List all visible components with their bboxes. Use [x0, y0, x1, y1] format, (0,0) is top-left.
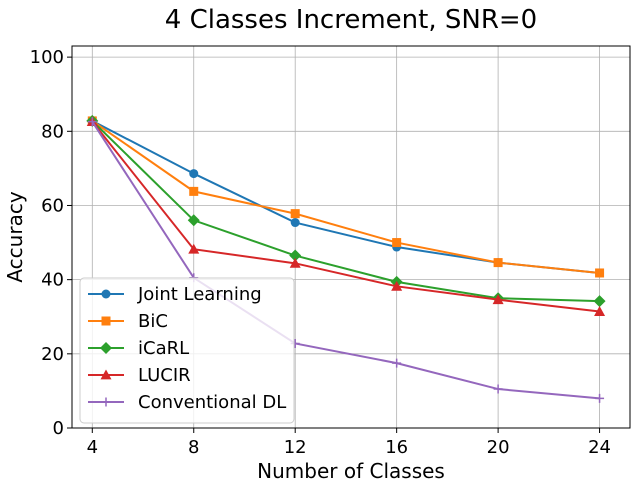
series-line [91, 120, 600, 274]
series-line [91, 121, 600, 313]
x-tick-label: 16 [385, 437, 408, 458]
data-point [289, 257, 301, 268]
plot-frame [71, 45, 631, 429]
series-line [91, 120, 600, 303]
legend-label: Joint Learning [137, 284, 262, 305]
series-bic [87, 116, 605, 278]
data-point [187, 214, 200, 227]
legend-item: BiC [88, 311, 168, 332]
y-tick-label: 0 [53, 418, 64, 439]
series-line [91, 121, 600, 400]
x-axis-label: Number of Classes [257, 459, 445, 483]
y-tick-label: 60 [41, 195, 64, 216]
legend-marker [100, 342, 112, 354]
data-point [290, 218, 300, 228]
data-point [188, 243, 200, 254]
legend-marker [101, 289, 111, 299]
data-point [493, 258, 503, 268]
data-point [87, 117, 97, 127]
series-joint-learning [87, 116, 605, 278]
data-point [594, 306, 606, 316]
chart-title: 4 Classes Increment, SNR=0 [165, 5, 537, 35]
data-point [493, 384, 503, 394]
series-line [91, 120, 600, 274]
x-tick-label: 24 [588, 437, 611, 458]
series-lucir [86, 116, 606, 316]
legend-label: Conventional DL [138, 392, 286, 413]
x-tick-label: 8 [188, 437, 199, 458]
y-tick-label: 100 [30, 47, 64, 68]
data-point [595, 268, 605, 278]
legend-label: BiC [138, 311, 168, 332]
x-tick-label: 4 [87, 437, 98, 458]
x-tick-label: 12 [284, 437, 307, 458]
x-tick-label: 20 [487, 437, 510, 458]
legend-marker [100, 369, 112, 380]
legend-item: iCaRL [88, 338, 189, 359]
data-point [290, 209, 300, 219]
ticks: 4 8 12 16 20 24 0 20 40 60 80 100 [30, 47, 611, 458]
data-point [595, 393, 605, 403]
y-tick-label: 20 [41, 344, 64, 365]
data-point [593, 295, 606, 308]
data-point [392, 238, 402, 248]
legend-item: Conventional DL [88, 392, 286, 413]
legend-label: iCaRL [138, 338, 189, 359]
y-axis-label: Accuracy [3, 191, 27, 282]
legend-label: LUCIR [138, 365, 191, 386]
series-layer [86, 114, 606, 403]
data-point [492, 294, 504, 305]
data-point [392, 358, 402, 368]
data-point [391, 280, 403, 291]
legend-item: LUCIR [88, 365, 191, 386]
legend-marker [101, 397, 111, 407]
legend: Joint Learning BiC iCaRL LUCIR Conventional … [79, 277, 295, 424]
legend-item: Joint Learning [88, 284, 262, 305]
y-tick-label: 40 [41, 270, 64, 291]
legend-marker [101, 316, 111, 326]
data-point [289, 249, 302, 262]
y-tick-label: 80 [41, 121, 64, 142]
data-point [189, 186, 199, 196]
data-point [189, 169, 199, 179]
legend-box [79, 277, 295, 424]
